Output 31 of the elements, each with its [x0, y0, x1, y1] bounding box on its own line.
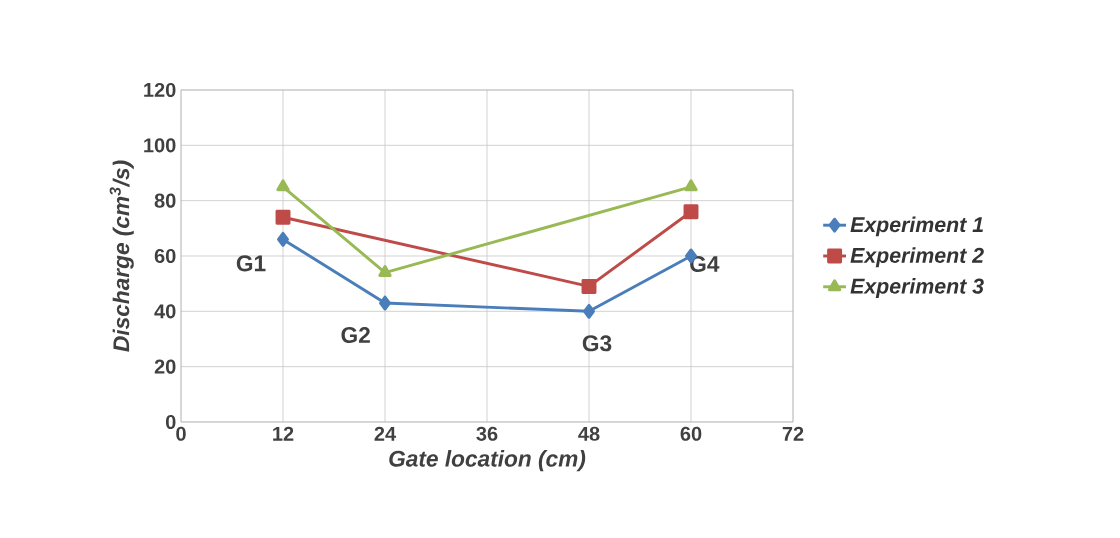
x-tick-label: 60: [680, 426, 702, 441]
point: [583, 303, 595, 319]
x-tick-label: 12: [273, 426, 294, 441]
y-tick-label: 0: [165, 414, 176, 430]
annotation: G3: [582, 335, 612, 352]
point: [277, 231, 289, 247]
y-axis-title: Discharge (cm$^{3}$/s): [109, 160, 134, 352]
point: [276, 179, 290, 192]
y-tick-label: 20: [154, 359, 176, 374]
x-axis-title: Gate location (cm): [389, 450, 586, 472]
y-tick-label: 40: [154, 304, 176, 319]
point: [684, 179, 698, 192]
x-tick-label: 36: [476, 426, 498, 441]
legend-label: Experiment 2: [850, 247, 984, 268]
annotation: G1: [236, 255, 266, 272]
point: [683, 204, 699, 220]
y-tick-label: 80: [154, 193, 176, 208]
point: [275, 209, 291, 225]
legend-label: Experiment 3: [850, 278, 984, 298]
y-tick-label: 100: [144, 138, 176, 153]
x-tick-label: 24: [374, 426, 397, 441]
point: [379, 295, 391, 311]
annotation: G2: [341, 326, 370, 344]
point: [378, 265, 392, 278]
x-tick-label: 0: [176, 426, 186, 441]
x-tick-label: 48: [578, 426, 600, 441]
y-tick-label: 60: [154, 248, 176, 264]
legend-label: Experiment 1: [850, 216, 983, 237]
point: [581, 278, 597, 294]
y-tick-label: 120: [144, 82, 176, 98]
x-tick-label: 72: [782, 426, 804, 441]
